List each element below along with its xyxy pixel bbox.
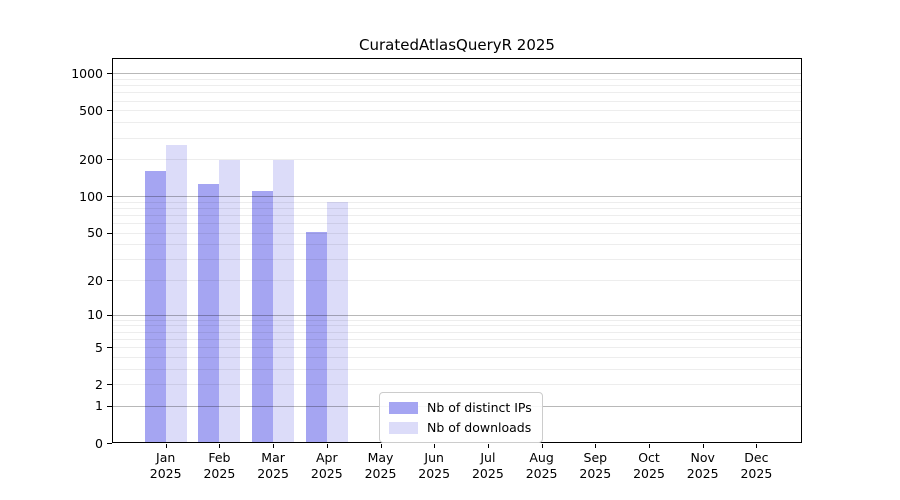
x-tick-label-feb: Feb 2025 (187, 450, 251, 482)
x-tick-mark (273, 444, 275, 448)
x-tick-mark (595, 444, 597, 448)
y-tick-mark (107, 384, 112, 386)
y-tick-label: 500 (79, 102, 103, 118)
bars-layer (112, 58, 802, 443)
x-tick-label-jan: Jan 2025 (134, 450, 198, 482)
x-tick-year: 2025 (418, 466, 451, 481)
y-tick-label: 1000 (71, 65, 103, 81)
y-tick-mark (107, 280, 112, 282)
legend-entry-distinct-ips: Nb of distinct IPs (389, 400, 532, 415)
y-tick-label: 10 (87, 307, 103, 323)
x-tick-label-oct: Oct 2025 (617, 450, 681, 482)
x-tick-year: 2025 (633, 466, 665, 481)
legend-label-distinct-ips: Nb of distinct IPs (427, 400, 532, 415)
legend-swatch-distinct-ips-icon (389, 401, 418, 414)
y-tick-label: 0 (95, 435, 103, 451)
legend-entry-downloads: Nb of downloads (389, 420, 532, 435)
x-tick-month: Oct (638, 450, 660, 465)
y-tick-label: 2 (95, 376, 103, 392)
x-tick-year: 2025 (740, 466, 773, 481)
x-tick-month: Feb (208, 450, 231, 465)
plot-area (112, 58, 802, 443)
y-tick-label: 1 (95, 398, 103, 414)
bar-downloads-mar (273, 159, 295, 443)
x-tick-year: 2025 (149, 466, 182, 481)
y-tick-label: 200 (79, 151, 103, 167)
x-tick-mark (165, 444, 167, 448)
y-tick-mark (107, 159, 112, 161)
x-tick-label-may: May 2025 (349, 450, 413, 482)
x-tick-label-aug: Aug 2025 (510, 450, 574, 482)
x-tick-month: Apr (315, 450, 338, 465)
x-tick-mark (756, 444, 758, 448)
y-tick-mark (107, 347, 112, 349)
bar-downloads-jan (165, 145, 187, 443)
legend-swatch-downloads-icon (389, 421, 418, 434)
x-tick-year: 2025 (364, 466, 397, 481)
x-tick-mark (541, 444, 543, 448)
y-tick-mark (107, 232, 112, 234)
y-tick-mark (107, 110, 112, 112)
x-tick-year: 2025 (203, 466, 236, 481)
y-tick-mark (107, 443, 112, 444)
bar-distinct-ips-apr (305, 231, 327, 443)
bar-downloads-feb (219, 159, 241, 443)
x-tick-mark (487, 444, 489, 448)
x-tick-month: May (367, 450, 394, 465)
x-tick-month: Nov (690, 450, 715, 465)
x-tick-label-jun: Jun 2025 (402, 450, 466, 482)
bar-distinct-ips-feb (198, 184, 220, 443)
y-tick-label: 50 (87, 225, 103, 241)
x-tick-month: Jun (424, 450, 444, 465)
x-tick-year: 2025 (525, 466, 558, 481)
y-tick-mark (107, 73, 112, 75)
x-tick-mark (434, 444, 436, 448)
legend-label-downloads: Nb of downloads (427, 420, 532, 435)
y-tick-mark (107, 314, 112, 316)
bar-distinct-ips-jan (144, 171, 166, 443)
x-tick-year: 2025 (686, 466, 719, 481)
x-tick-month: Jan (156, 450, 176, 465)
bar-downloads-apr (326, 202, 348, 443)
x-tick-label-jul: Jul 2025 (456, 450, 520, 482)
x-tick-mark (702, 444, 704, 448)
x-tick-mark (380, 444, 382, 448)
legend-box: Nb of distinct IPs Nb of downloads (379, 392, 543, 443)
x-tick-month: Aug (529, 450, 554, 465)
x-tick-month: Sep (583, 450, 608, 465)
x-tick-mark (219, 444, 221, 448)
y-tick-label: 5 (95, 339, 103, 355)
x-tick-year: 2025 (579, 466, 612, 481)
x-tick-label-apr: Apr 2025 (295, 450, 359, 482)
y-tick-mark (107, 405, 112, 407)
x-tick-label-sep: Sep 2025 (563, 450, 627, 482)
x-tick-mark (649, 444, 650, 448)
x-tick-mark (326, 444, 328, 448)
x-tick-month: Mar (261, 450, 285, 465)
x-tick-label-dec: Dec 2025 (724, 450, 788, 482)
y-tick-label: 100 (79, 188, 103, 204)
x-tick-month: Dec (744, 450, 769, 465)
y-tick-label: 20 (87, 272, 103, 288)
x-tick-year: 2025 (257, 466, 289, 481)
x-tick-month: Jul (480, 450, 496, 465)
bar-distinct-ips-mar (252, 191, 274, 443)
x-tick-year: 2025 (471, 466, 504, 481)
x-tick-label-nov: Nov 2025 (671, 450, 735, 482)
x-tick-year: 2025 (310, 466, 343, 481)
y-tick-mark (107, 196, 112, 198)
x-tick-label-mar: Mar 2025 (241, 450, 305, 482)
chart-title: CuratedAtlasQueryR 2025 (359, 36, 555, 54)
